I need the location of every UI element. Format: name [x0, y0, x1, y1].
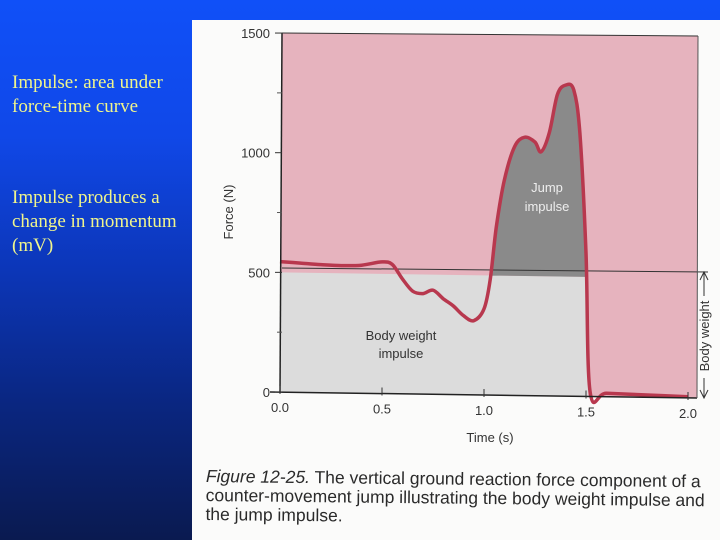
x-tick-label: 0.0: [271, 400, 289, 415]
body-weight-bracket-label: Body weight: [697, 300, 712, 371]
y-axis-ticks: 0 500 1000 1500: [241, 26, 282, 400]
y-axis-label: Force (N): [221, 185, 236, 240]
figure-panel: 0 500 1000 1500 0.0 0.5 1.0 1.5 2.0 Force (N) T…: [192, 20, 720, 540]
plot-right-border: [696, 35, 699, 399]
body-weight-impulse-label: Body weight: [366, 328, 437, 343]
x-axis-label: Time (s): [466, 430, 513, 445]
x-tick-label: 0.5: [373, 402, 391, 417]
x-tick-label: 1.5: [577, 405, 595, 420]
body-weight-bracket: [699, 270, 709, 400]
y-tick-label: 0: [263, 385, 270, 400]
jump-impulse-region: [490, 84, 586, 281]
force-curve: [279, 82, 689, 405]
y-tick-label: 1000: [241, 146, 270, 161]
bullet-impulse-definition: Impulse: area under force-time curve: [12, 72, 163, 117]
figure-caption-label: Figure 12-25.: [205, 466, 311, 488]
y-tick-label: 1500: [241, 26, 270, 41]
x-axis-ticks: 0.0 0.5 1.0 1.5 2.0: [271, 386, 697, 421]
body-weight-impulse-region: [280, 272, 589, 397]
flight-region: [588, 276, 688, 398]
x-tick-label: 1.0: [475, 403, 493, 418]
body-weight-line: [281, 267, 709, 273]
y-tick-label: 500: [248, 265, 270, 280]
plot-top-border: [281, 32, 699, 37]
bullet-impulse-momentum: Impulse produces a change in momentum (m…: [12, 187, 177, 256]
force-time-chart: 0 500 1000 1500 0.0 0.5 1.0 1.5 2.0 Force (N) T…: [221, 26, 712, 445]
jump-impulse-label: Jump: [531, 180, 563, 195]
figure-caption: Figure 12-25. The vertical ground reacti…: [205, 466, 716, 529]
jump-impulse-label-2: impulse: [525, 199, 570, 214]
body-weight-impulse-label-2: impulse: [379, 346, 424, 361]
x-tick-label: 2.0: [679, 406, 697, 421]
